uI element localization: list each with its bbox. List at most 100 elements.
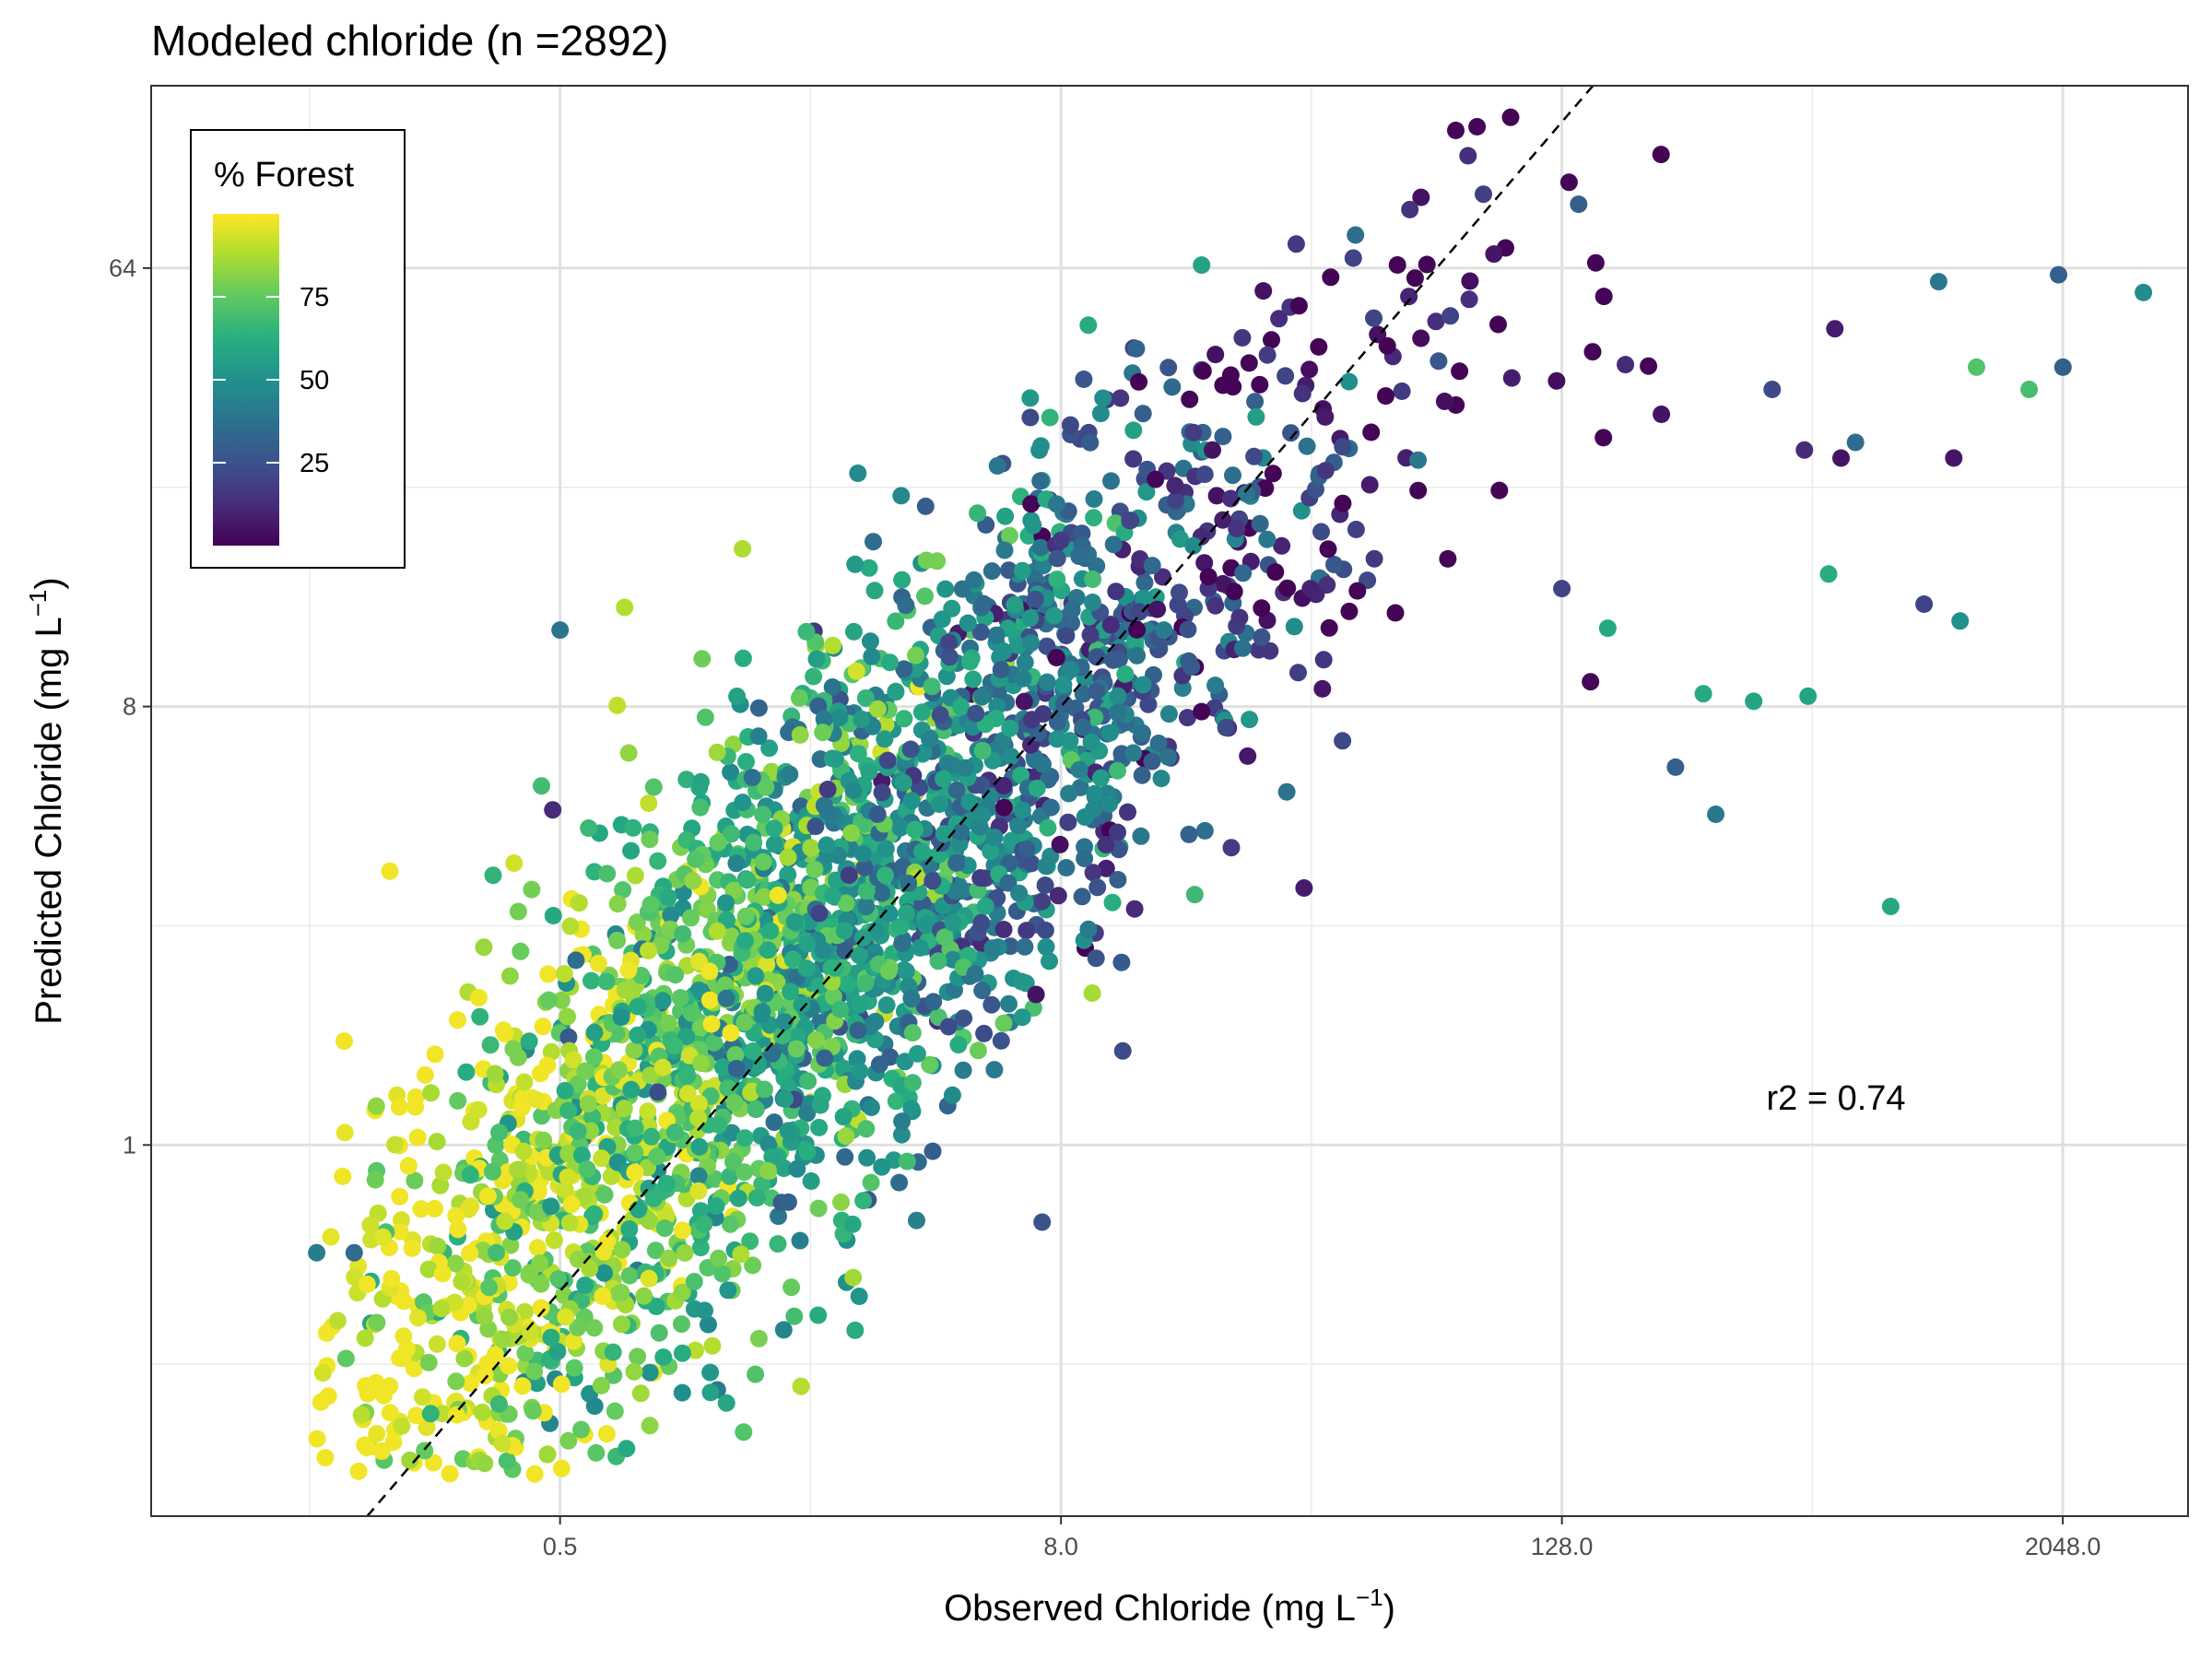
- data-point: [1047, 649, 1065, 666]
- data-point: [891, 917, 910, 935]
- data-point: [761, 922, 780, 940]
- data-point: [713, 1058, 732, 1077]
- data-point: [1083, 984, 1101, 1002]
- data-point: [893, 1112, 912, 1131]
- data-point: [397, 1340, 416, 1359]
- data-point: [639, 1102, 657, 1121]
- data-point: [836, 1147, 854, 1166]
- data-point: [987, 626, 1006, 644]
- data-point: [1435, 393, 1453, 410]
- data-point: [666, 966, 685, 984]
- data-point: [895, 710, 913, 728]
- data-point: [453, 1273, 471, 1291]
- x-tick-label-2: 128.0: [1531, 1533, 1594, 1560]
- data-point: [660, 1249, 678, 1267]
- data-point: [834, 1108, 853, 1126]
- data-point: [903, 1024, 922, 1042]
- data-point: [1074, 718, 1092, 736]
- data-point: [1185, 886, 1204, 904]
- data-point: [678, 1066, 697, 1085]
- data-point: [713, 1265, 732, 1283]
- data-point: [810, 904, 829, 923]
- data-point: [1501, 108, 1520, 126]
- data-point: [969, 504, 987, 523]
- data-point: [361, 1216, 380, 1234]
- data-point: [1221, 489, 1240, 508]
- x-tick-label-0: 0.5: [543, 1533, 578, 1560]
- data-point: [489, 1394, 508, 1413]
- data-point: [1233, 329, 1252, 347]
- data-point: [763, 1147, 782, 1166]
- data-point: [1113, 1041, 1132, 1060]
- data-point: [850, 947, 868, 965]
- data-point: [747, 1189, 766, 1207]
- data-point: [1127, 339, 1146, 358]
- data-point: [695, 1215, 713, 1233]
- data-point: [894, 773, 912, 792]
- data-point: [501, 1236, 520, 1254]
- x-axis-title-exp: −1: [1356, 1583, 1383, 1611]
- data-point: [1036, 921, 1054, 939]
- data-point: [483, 1162, 501, 1181]
- data-point: [356, 1329, 374, 1347]
- data-point: [895, 660, 913, 678]
- data-point: [421, 1405, 440, 1423]
- data-point: [877, 840, 895, 858]
- data-point: [1377, 387, 1394, 406]
- data-point: [1945, 449, 1963, 467]
- data-point: [792, 1377, 810, 1395]
- data-point: [877, 715, 895, 734]
- data-point: [994, 1014, 1013, 1032]
- data-point: [1057, 859, 1076, 877]
- data-point: [514, 1142, 533, 1160]
- data-point: [1325, 556, 1343, 573]
- data-point: [824, 636, 841, 654]
- data-point: [641, 896, 660, 913]
- legend-ticks: 25 50 75: [213, 283, 329, 478]
- data-point: [455, 1349, 474, 1368]
- data-point: [1206, 596, 1225, 615]
- data-point: [906, 820, 924, 839]
- data-point: [887, 612, 905, 630]
- data-point: [880, 904, 899, 923]
- data-point: [1166, 477, 1184, 495]
- data-point: [1254, 282, 1273, 300]
- data-point: [765, 819, 783, 838]
- data-point: [1013, 1008, 1031, 1027]
- data-point: [597, 972, 616, 991]
- data-point: [500, 1308, 519, 1326]
- data-point: [944, 913, 962, 932]
- data-point: [798, 1143, 817, 1161]
- data-point: [868, 806, 887, 823]
- data-point: [1002, 747, 1020, 766]
- data-point: [857, 1120, 876, 1138]
- data-point: [1583, 343, 1602, 361]
- data-point: [866, 1030, 884, 1049]
- data-point: [1763, 381, 1782, 398]
- data-point: [493, 1434, 512, 1453]
- data-point: [717, 989, 735, 1007]
- data-point: [1147, 470, 1165, 488]
- data-point: [898, 1152, 916, 1171]
- data-point: [559, 1028, 578, 1046]
- data-point: [719, 1281, 737, 1300]
- data-point: [505, 854, 524, 872]
- data-point: [1261, 641, 1279, 660]
- points-layer: [308, 108, 2153, 1483]
- data-point: [1028, 779, 1046, 797]
- data-point: [689, 1167, 708, 1185]
- data-point: [1037, 857, 1055, 876]
- data-point: [1048, 712, 1066, 731]
- data-point: [1246, 393, 1265, 411]
- data-point: [431, 1176, 450, 1194]
- data-point: [381, 862, 399, 880]
- x-tick-label-1: 8.0: [1043, 1533, 1078, 1560]
- data-point: [556, 1081, 574, 1100]
- data-point: [849, 1021, 867, 1040]
- data-point: [673, 1283, 691, 1301]
- data-point: [676, 1243, 694, 1262]
- data-point: [844, 622, 863, 641]
- data-point: [691, 798, 710, 817]
- data-point: [860, 559, 878, 577]
- data-point: [592, 1376, 610, 1394]
